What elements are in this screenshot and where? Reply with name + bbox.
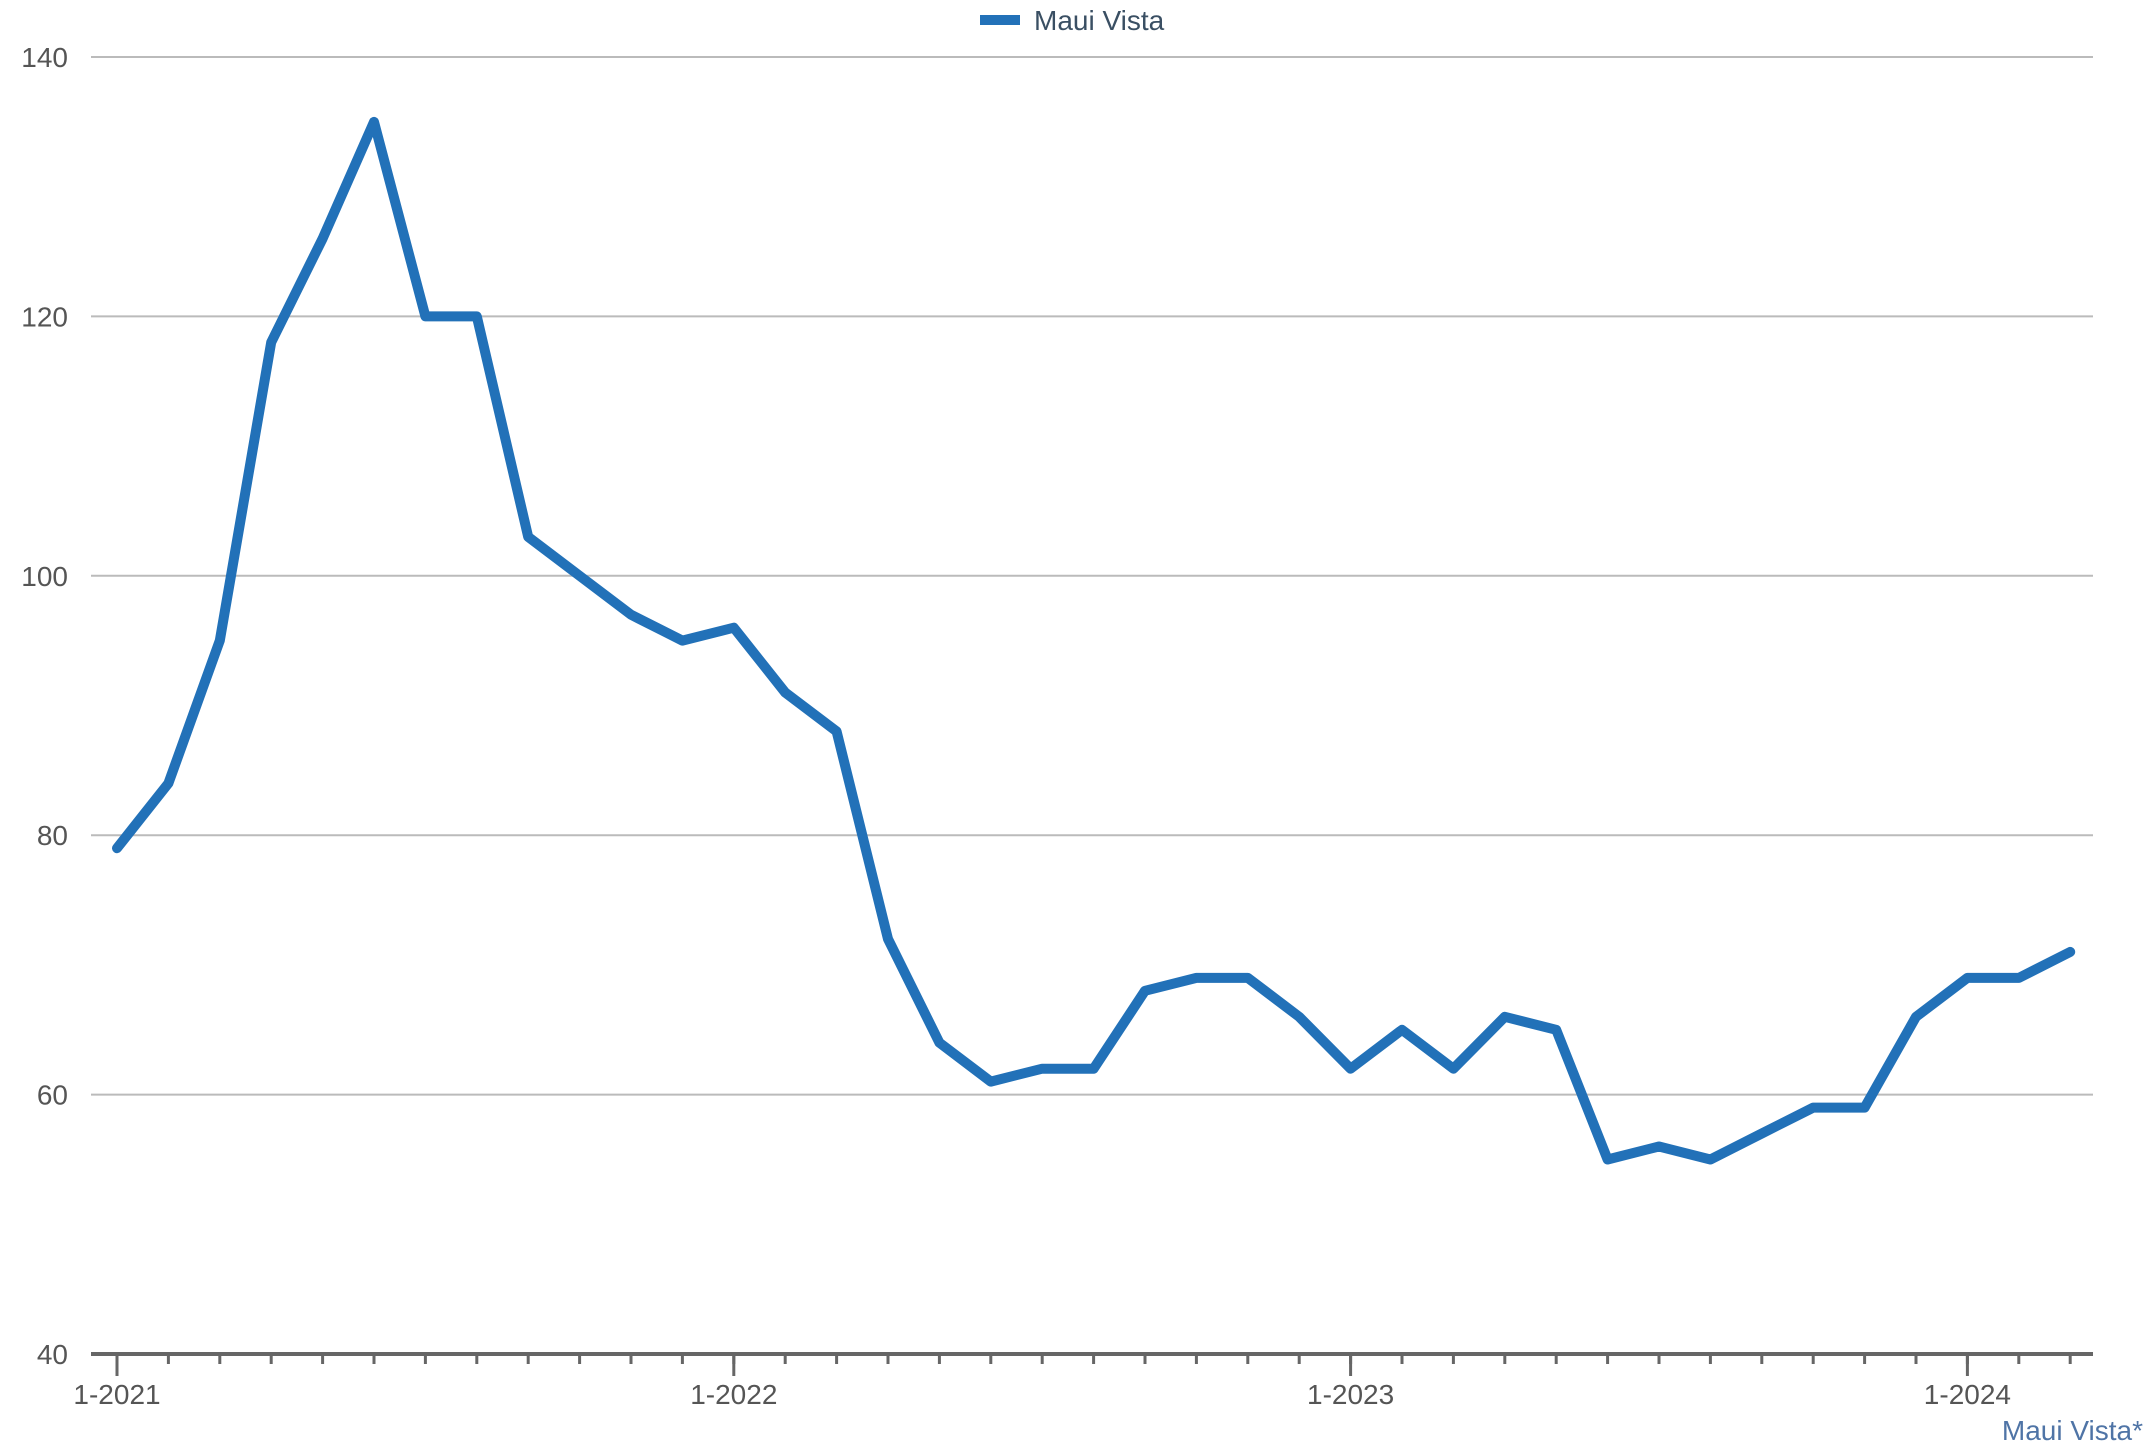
x-tick-label: 1-2023 xyxy=(1307,1379,1394,1410)
y-tick-label: 80 xyxy=(37,820,68,851)
y-tick-label: 40 xyxy=(37,1339,68,1370)
y-tick-label: 60 xyxy=(37,1080,68,1111)
x-tick-label: 1-2021 xyxy=(73,1379,160,1410)
y-tick-label: 120 xyxy=(21,301,68,332)
x-axis: 1-2021 1-2022 1-2023 1-2024 xyxy=(73,1352,2093,1410)
x-tick-label: 1-2024 xyxy=(1924,1379,2011,1410)
legend[interactable]: Maui Vista xyxy=(980,5,1165,36)
y-tick-label: 140 xyxy=(21,42,68,73)
y-tick-label: 100 xyxy=(21,561,68,592)
legend-label: Maui Vista xyxy=(1034,5,1165,36)
y-axis: 40 60 80 100 120 140 xyxy=(21,42,68,1370)
series-layer xyxy=(112,116,2076,1165)
x-tick-label: 1-2022 xyxy=(690,1379,777,1410)
series-line-maui-vista xyxy=(112,116,2076,1165)
gridlines xyxy=(91,56,2093,1096)
source-label[interactable]: Maui Vista* xyxy=(2002,1415,2143,1446)
